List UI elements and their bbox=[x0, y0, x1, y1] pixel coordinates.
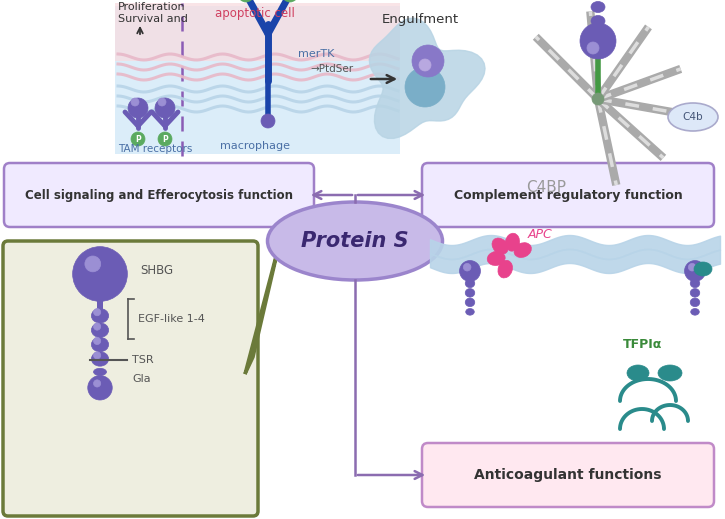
Circle shape bbox=[412, 45, 444, 77]
Circle shape bbox=[460, 261, 481, 281]
Text: Complement regulatory function: Complement regulatory function bbox=[454, 188, 682, 201]
Ellipse shape bbox=[514, 243, 531, 257]
Circle shape bbox=[72, 247, 128, 302]
Circle shape bbox=[85, 256, 101, 272]
Text: C4BP: C4BP bbox=[526, 180, 566, 195]
Ellipse shape bbox=[694, 262, 712, 276]
Polygon shape bbox=[369, 18, 485, 139]
Circle shape bbox=[463, 264, 471, 271]
Circle shape bbox=[94, 309, 101, 316]
FancyBboxPatch shape bbox=[422, 163, 714, 227]
Text: TAM receptors: TAM receptors bbox=[118, 144, 192, 154]
Text: Survival and: Survival and bbox=[118, 14, 188, 24]
Ellipse shape bbox=[498, 261, 513, 278]
Ellipse shape bbox=[91, 309, 109, 323]
Ellipse shape bbox=[658, 365, 682, 381]
Circle shape bbox=[131, 132, 145, 146]
Ellipse shape bbox=[91, 352, 109, 366]
Ellipse shape bbox=[465, 308, 474, 315]
Ellipse shape bbox=[690, 289, 700, 297]
Ellipse shape bbox=[91, 323, 109, 337]
Ellipse shape bbox=[91, 337, 109, 352]
Circle shape bbox=[419, 59, 431, 71]
Circle shape bbox=[688, 264, 696, 271]
FancyBboxPatch shape bbox=[422, 443, 714, 507]
Circle shape bbox=[282, 0, 298, 2]
Ellipse shape bbox=[465, 279, 475, 288]
Circle shape bbox=[155, 98, 175, 118]
Text: EGF-like 1-4: EGF-like 1-4 bbox=[138, 314, 205, 324]
Circle shape bbox=[128, 98, 148, 118]
Text: Gla: Gla bbox=[132, 374, 151, 384]
Ellipse shape bbox=[668, 103, 718, 131]
Circle shape bbox=[94, 380, 101, 387]
Ellipse shape bbox=[690, 298, 700, 307]
Ellipse shape bbox=[487, 251, 505, 266]
FancyBboxPatch shape bbox=[3, 241, 258, 516]
Text: SHBG: SHBG bbox=[140, 265, 173, 278]
Ellipse shape bbox=[691, 308, 700, 315]
Circle shape bbox=[580, 23, 616, 59]
Text: Protein S: Protein S bbox=[301, 231, 409, 251]
Text: apoptotic cell: apoptotic cell bbox=[215, 7, 295, 20]
Ellipse shape bbox=[94, 368, 107, 376]
Circle shape bbox=[94, 352, 101, 359]
Text: P: P bbox=[135, 134, 141, 143]
Text: macrophage: macrophage bbox=[220, 141, 290, 151]
Ellipse shape bbox=[505, 233, 520, 251]
Circle shape bbox=[94, 323, 101, 330]
Text: P: P bbox=[162, 134, 168, 143]
FancyBboxPatch shape bbox=[4, 163, 314, 227]
Circle shape bbox=[158, 132, 172, 146]
Circle shape bbox=[94, 337, 101, 345]
Circle shape bbox=[158, 98, 166, 106]
Ellipse shape bbox=[268, 202, 442, 280]
Text: merTK: merTK bbox=[298, 49, 334, 59]
Ellipse shape bbox=[591, 2, 605, 12]
Text: →PtdSer: →PtdSer bbox=[310, 64, 353, 74]
Circle shape bbox=[238, 0, 254, 2]
Circle shape bbox=[405, 67, 445, 107]
Ellipse shape bbox=[465, 289, 475, 297]
Ellipse shape bbox=[591, 16, 605, 26]
Text: C4b: C4b bbox=[683, 112, 703, 122]
FancyBboxPatch shape bbox=[115, 3, 400, 61]
Ellipse shape bbox=[627, 365, 649, 381]
Text: Proliferation: Proliferation bbox=[118, 2, 186, 12]
Ellipse shape bbox=[492, 238, 508, 254]
Text: APC: APC bbox=[528, 227, 552, 240]
Ellipse shape bbox=[690, 279, 700, 288]
Ellipse shape bbox=[465, 298, 475, 307]
Circle shape bbox=[592, 93, 604, 105]
Circle shape bbox=[587, 42, 599, 54]
Circle shape bbox=[131, 98, 139, 106]
Circle shape bbox=[684, 261, 705, 281]
Text: Anticoagulant functions: Anticoagulant functions bbox=[474, 468, 662, 482]
Circle shape bbox=[261, 114, 275, 128]
Circle shape bbox=[88, 376, 112, 400]
Text: Cell signaling and Efferocytosis function: Cell signaling and Efferocytosis functio… bbox=[25, 188, 293, 201]
Text: Engulfment: Engulfment bbox=[381, 12, 458, 25]
Text: TFPIα: TFPIα bbox=[624, 338, 663, 351]
Text: TSR: TSR bbox=[132, 355, 154, 365]
FancyBboxPatch shape bbox=[115, 6, 400, 154]
